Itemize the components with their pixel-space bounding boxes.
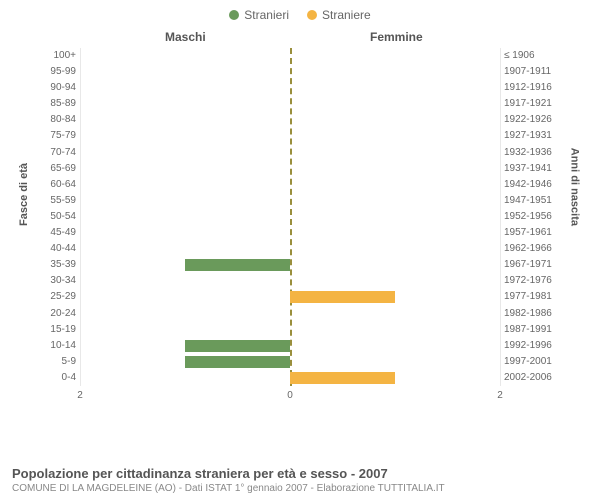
- birth-year-label: 2002-2006: [504, 370, 552, 386]
- age-row: 65-691937-1941: [80, 161, 500, 177]
- age-label: 90-94: [50, 80, 76, 96]
- age-label: 10-14: [50, 338, 76, 354]
- birth-year-label: 1987-1991: [504, 322, 552, 338]
- age-row: 60-641942-1946: [80, 177, 500, 193]
- age-label: 40-44: [50, 241, 76, 257]
- age-row: 0-42002-2006: [80, 370, 500, 386]
- age-row: 45-491957-1961: [80, 225, 500, 241]
- age-label: 15-19: [50, 322, 76, 338]
- birth-year-label: ≤ 1906: [504, 48, 535, 64]
- age-label: 45-49: [50, 225, 76, 241]
- chart-subtitle: COMUNE DI LA MAGDELEINE (AO) - Dati ISTA…: [12, 483, 588, 494]
- age-row: 55-591947-1951: [80, 193, 500, 209]
- age-row: 35-391967-1971: [80, 257, 500, 273]
- age-row: 75-791927-1931: [80, 128, 500, 144]
- birth-year-label: 1992-1996: [504, 338, 552, 354]
- birth-year-label: 1907-1911: [504, 64, 551, 80]
- age-label: 55-59: [50, 193, 76, 209]
- birth-year-label: 1917-1921: [504, 96, 552, 112]
- legend-label-female: Straniere: [322, 8, 371, 22]
- age-row: 15-191987-1991: [80, 322, 500, 338]
- age-row: 5-91997-2001: [80, 354, 500, 370]
- birth-year-label: 1912-1916: [504, 80, 552, 96]
- age-row: 40-441962-1966: [80, 241, 500, 257]
- birth-year-label: 1922-1926: [504, 112, 552, 128]
- age-label: 25-29: [50, 289, 76, 305]
- age-row: 70-741932-1936: [80, 145, 500, 161]
- age-label: 50-54: [50, 209, 76, 225]
- age-label: 75-79: [50, 128, 76, 144]
- age-row: 50-541952-1956: [80, 209, 500, 225]
- age-row: 90-941912-1916: [80, 80, 500, 96]
- birth-year-label: 1927-1931: [504, 128, 552, 144]
- age-row: 95-991907-1911: [80, 64, 500, 80]
- chart-title: Popolazione per cittadinanza straniera p…: [12, 466, 588, 481]
- y-axis-label-right: Anni di nascita: [568, 148, 580, 226]
- y-axis-label-left: Fasce di età: [18, 163, 30, 226]
- legend-item-female: Straniere: [307, 8, 371, 22]
- plot-area: 100+≤ 190695-991907-191190-941912-191685…: [80, 48, 500, 386]
- age-row: 100+≤ 1906: [80, 48, 500, 64]
- bar-male: [185, 259, 290, 271]
- bar-female: [290, 291, 395, 303]
- age-label: 35-39: [50, 257, 76, 273]
- age-label: 85-89: [50, 96, 76, 112]
- legend-label-male: Stranieri: [244, 8, 289, 22]
- birth-year-label: 1977-1981: [504, 289, 552, 305]
- age-label: 95-99: [50, 64, 76, 80]
- legend-swatch-female: [307, 10, 317, 20]
- legend-swatch-male: [229, 10, 239, 20]
- age-label: 30-34: [50, 273, 76, 289]
- age-label: 65-69: [50, 161, 76, 177]
- age-label: 80-84: [50, 112, 76, 128]
- x-tick: 2: [77, 390, 83, 401]
- age-label: 5-9: [62, 354, 76, 370]
- birth-year-label: 1937-1941: [504, 161, 552, 177]
- panel-title-right: Femmine: [370, 30, 423, 44]
- birth-year-label: 1932-1936: [504, 145, 552, 161]
- age-row: 80-841922-1926: [80, 112, 500, 128]
- birth-year-label: 1957-1961: [504, 225, 552, 241]
- bar-female: [290, 372, 395, 384]
- age-label: 70-74: [50, 145, 76, 161]
- bar-male: [185, 340, 290, 352]
- age-label: 0-4: [62, 370, 76, 386]
- age-row: 85-891917-1921: [80, 96, 500, 112]
- age-label: 20-24: [50, 306, 76, 322]
- age-row: 25-291977-1981: [80, 289, 500, 305]
- panel-title-left: Maschi: [165, 30, 206, 44]
- birth-year-label: 1947-1951: [504, 193, 552, 209]
- x-tick: 0: [287, 390, 293, 401]
- age-label: 60-64: [50, 177, 76, 193]
- birth-year-label: 1997-2001: [504, 354, 552, 370]
- birth-year-label: 1972-1976: [504, 273, 552, 289]
- birth-year-label: 1952-1956: [504, 209, 552, 225]
- legend-item-male: Stranieri: [229, 8, 289, 22]
- age-row: 20-241982-1986: [80, 306, 500, 322]
- age-label: 100+: [53, 48, 76, 64]
- birth-year-label: 1962-1966: [504, 241, 552, 257]
- birth-year-label: 1942-1946: [504, 177, 552, 193]
- bar-male: [185, 356, 290, 368]
- chart-area: Fasce di età Anni di nascita Maschi Femm…: [30, 26, 570, 426]
- age-row: 10-141992-1996: [80, 338, 500, 354]
- age-row: 30-341972-1976: [80, 273, 500, 289]
- x-tick: 2: [497, 390, 503, 401]
- footer: Popolazione per cittadinanza straniera p…: [12, 466, 588, 494]
- legend: Stranieri Straniere: [0, 0, 600, 26]
- birth-year-label: 1967-1971: [504, 257, 552, 273]
- birth-year-label: 1982-1986: [504, 306, 552, 322]
